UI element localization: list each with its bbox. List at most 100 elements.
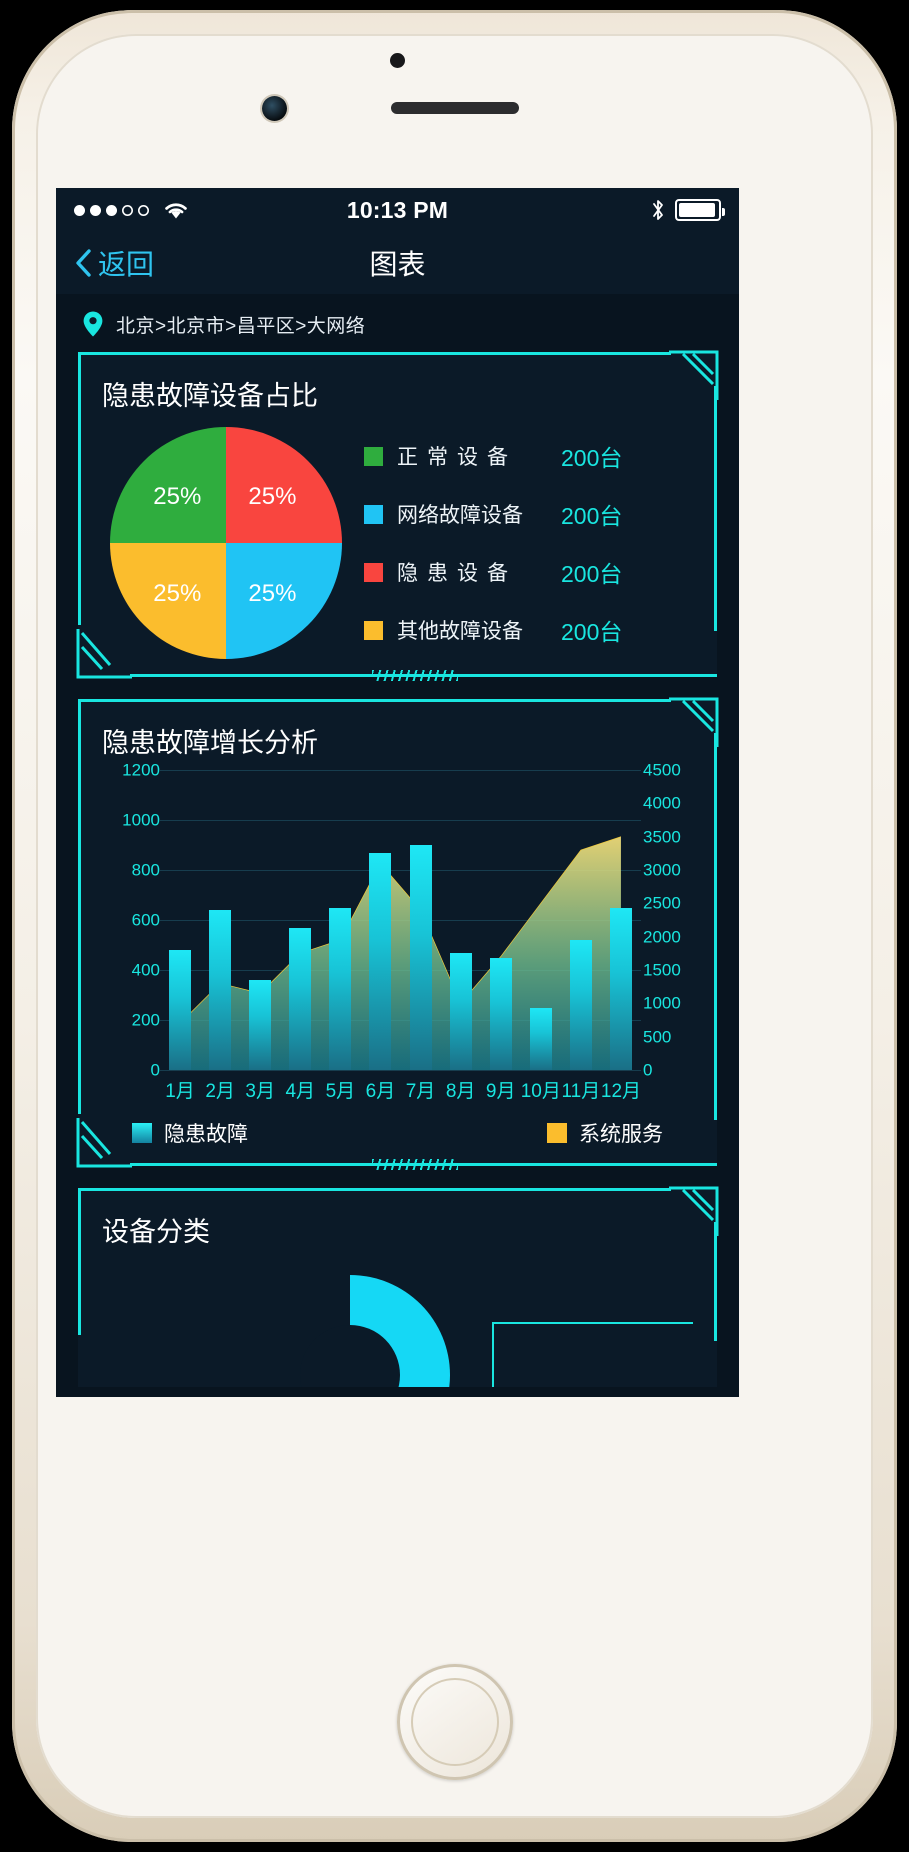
pie-slice-label-yellow: 25% bbox=[153, 580, 202, 608]
y-tick-right: 3500 bbox=[643, 827, 681, 847]
frame-hatch-decoration bbox=[371, 670, 458, 681]
front-camera bbox=[262, 96, 287, 121]
chevron-left-icon bbox=[76, 249, 91, 277]
breadcrumb-text: 北京>北京市>昌平区>大网络 bbox=[116, 315, 366, 337]
frame-bottom-edge bbox=[130, 674, 717, 677]
combo-chart-plot[interactable]: 0 200 400 600 800 1000 1200 0 500 1000 1500 2000 250… bbox=[102, 762, 693, 1079]
x-tick: 7月 bbox=[405, 1081, 436, 1102]
x-tick: 8月 bbox=[445, 1081, 476, 1102]
home-button[interactable] bbox=[396, 1664, 513, 1780]
y-tick-left: 0 bbox=[150, 1060, 160, 1080]
legend-item-system-service[interactable]: 系统服务 bbox=[547, 1118, 663, 1148]
signal-strength-icon bbox=[74, 204, 149, 216]
card-body: 隐患故障设备占比 25% 25% 25% 25% bbox=[76, 350, 719, 681]
registration-mark bbox=[0, 0, 30, 30]
x-tick: 5月 bbox=[325, 1081, 356, 1102]
legend-label: 隐患故障 bbox=[164, 1123, 248, 1146]
pie-slice-label-green: 25% bbox=[153, 482, 202, 510]
dashboard-content[interactable]: 北京>北京市>昌平区>大网络 bbox=[56, 294, 739, 1397]
frame-bottom-edge bbox=[130, 1163, 717, 1166]
y-tick-right: 1500 bbox=[643, 960, 681, 980]
legend-value: 200台 bbox=[561, 561, 623, 587]
bar[interactable] bbox=[449, 952, 472, 1070]
legend-label: 系统服务 bbox=[579, 1123, 663, 1146]
breadcrumb[interactable]: 北京>北京市>昌平区>大网络 bbox=[56, 294, 739, 352]
donut-hole bbox=[300, 1325, 400, 1387]
bar[interactable] bbox=[369, 852, 392, 1070]
legend-swatch-network-fault bbox=[364, 504, 383, 524]
bar[interactable] bbox=[569, 940, 592, 1070]
bar[interactable] bbox=[249, 980, 272, 1070]
y-tick-right: 4000 bbox=[643, 793, 681, 813]
bar[interactable] bbox=[489, 957, 512, 1070]
card-title: 隐患故障增长分析 bbox=[102, 728, 318, 758]
donut-chart[interactable] bbox=[250, 1275, 450, 1387]
pie-chart-row: 25% 25% 25% 25% 正常设备 200台 bbox=[102, 421, 693, 659]
bar[interactable] bbox=[169, 950, 192, 1070]
pie-chart[interactable]: 25% 25% 25% 25% bbox=[110, 427, 342, 659]
bar[interactable] bbox=[409, 845, 432, 1070]
status-right-icons bbox=[650, 198, 725, 222]
legend-swatch-other-fault bbox=[364, 620, 383, 640]
y-tick-left: 400 bbox=[131, 960, 160, 980]
gridline bbox=[160, 770, 641, 771]
x-axis: 1月 2月 3月 4月 5月 6月 7月 8月 9月 10月 11月 12月 bbox=[102, 1076, 693, 1108]
donut-chart-wrap[interactable] bbox=[102, 1267, 693, 1387]
proximity-sensor bbox=[390, 53, 405, 68]
frame-left-edge bbox=[78, 352, 81, 625]
legend-value: 200台 bbox=[561, 619, 623, 645]
legend-item[interactable]: 正常设备 200台 bbox=[364, 427, 693, 485]
bar[interactable] bbox=[209, 910, 232, 1070]
map-pin-icon bbox=[83, 311, 103, 337]
legend-swatch-system-service bbox=[547, 1123, 567, 1143]
donut-callout-box bbox=[492, 1322, 693, 1387]
frame-top-edge bbox=[78, 352, 671, 355]
y-tick-left: 800 bbox=[131, 860, 160, 880]
x-tick: 6月 bbox=[365, 1081, 396, 1102]
card-device-classification: 设备分类 bbox=[78, 1186, 719, 1387]
card-pie-device-ratio: 隐患故障设备占比 25% 25% 25% 25% bbox=[76, 350, 719, 681]
back-label: 返回 bbox=[98, 249, 155, 280]
y-tick-right: 3000 bbox=[643, 860, 681, 880]
y-tick-left: 1000 bbox=[122, 810, 160, 830]
registration-mark bbox=[0, 1822, 30, 1852]
combo-legend: 隐患故障 系统服务 bbox=[102, 1118, 693, 1148]
bar[interactable] bbox=[289, 927, 312, 1070]
battery-icon bbox=[675, 199, 725, 221]
pie-slice-label-blue: 25% bbox=[248, 580, 297, 608]
y-tick-right: 4500 bbox=[643, 760, 681, 780]
home-button-ring bbox=[411, 1678, 499, 1766]
y-tick-left: 200 bbox=[131, 1010, 160, 1030]
legend-item[interactable]: 隐患设备 200台 bbox=[364, 543, 693, 601]
page-title: 图表 bbox=[369, 249, 426, 280]
legend-item[interactable]: 其他故障设备 200台 bbox=[364, 601, 693, 659]
bar[interactable] bbox=[609, 907, 632, 1070]
x-tick: 1月 bbox=[165, 1081, 195, 1102]
legend-label: 隐患设备 bbox=[397, 562, 517, 585]
y-tick-right: 500 bbox=[643, 1027, 672, 1047]
y-tick-right: 1000 bbox=[643, 993, 681, 1013]
status-bar: 10:13 PM bbox=[56, 188, 739, 232]
status-time: 10:13 PM bbox=[346, 196, 449, 223]
bar[interactable] bbox=[329, 907, 352, 1070]
plot-area bbox=[160, 770, 641, 1071]
legend-label: 其他故障设备 bbox=[397, 620, 523, 643]
back-button[interactable]: 返回 bbox=[74, 243, 154, 283]
pie-slice-label-red: 25% bbox=[248, 482, 297, 510]
frame-right-edge bbox=[714, 386, 717, 631]
y-tick-right: 2000 bbox=[643, 927, 681, 947]
wifi-icon bbox=[165, 203, 187, 219]
bar[interactable] bbox=[529, 1007, 552, 1070]
y-tick-right: 0 bbox=[643, 1060, 653, 1080]
registration-mark bbox=[879, 0, 909, 30]
legend-label: 正常设备 bbox=[397, 446, 517, 469]
legend-label: 网络故障设备 bbox=[397, 504, 523, 527]
frame-left-edge bbox=[78, 699, 81, 1114]
gridline bbox=[160, 1070, 641, 1071]
gridline bbox=[160, 870, 641, 871]
x-tick: 9月 bbox=[485, 1081, 516, 1102]
legend-item-hazard-fault[interactable]: 隐患故障 bbox=[132, 1118, 248, 1148]
legend-item[interactable]: 网络故障设备 200台 bbox=[364, 485, 693, 543]
x-tick: 2月 bbox=[205, 1081, 235, 1102]
navigation-bar: 返回 图表 bbox=[56, 232, 739, 294]
